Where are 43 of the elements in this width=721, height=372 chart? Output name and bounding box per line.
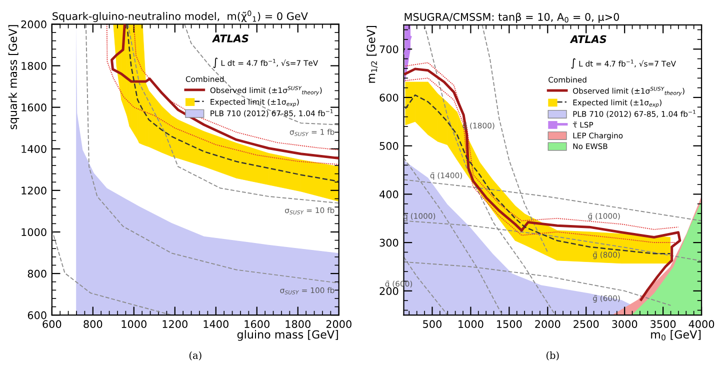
x-tick-label: 2500: [574, 320, 599, 328]
text: (b): [546, 351, 559, 360]
x-tick-label: 1500: [497, 320, 522, 328]
x-tick-label: 2000: [326, 320, 352, 328]
y-tick-label: 1600: [22, 104, 46, 112]
annotation: ATLAS: [570, 35, 606, 44]
y-tick-label: 500: [380, 142, 398, 150]
chart-title: MSUGRA/CMSSM: tanβ = 10, A$_{0}$ = 0, μ>0: [404, 12, 620, 23]
y-axis-title: squark mass [GeV]: [8, 25, 20, 130]
y-tick-label: 400: [380, 190, 398, 198]
line-series: [184, 24, 339, 126]
y-tick-label: 1400: [22, 145, 46, 153]
x-tick-label: 2000: [535, 320, 560, 328]
y-tick-label: 2000: [21, 20, 46, 28]
x-tick-label: 4000: [688, 320, 714, 328]
line-series: [52, 229, 172, 316]
x-tick-label: 3500: [650, 320, 676, 328]
y-axis-title: m$_{1/2}$ [GeV]: [366, 26, 378, 83]
x-axis-title: m$_{0}$ [GeV]: [651, 330, 701, 340]
x-tick-label: 1000: [122, 320, 146, 328]
x-tick-label: 1800: [286, 320, 310, 328]
x-tick-label: 3000: [612, 320, 638, 328]
y-tick-label: 300: [380, 238, 398, 247]
chart-title: Squark-gluino-neutralino model, m(χ̃$^{0}$$_{1}$) = 0 GeV: [52, 10, 308, 22]
y-tick-label: 200: [380, 287, 398, 296]
x-tick-label: 1200: [162, 320, 188, 328]
x-tick-label: 1600: [244, 320, 270, 328]
x-tick-label: 1000: [458, 320, 484, 328]
text: (a): [189, 351, 202, 360]
annotation: ATLAS: [212, 34, 248, 42]
y-tick-label: 600: [28, 311, 46, 320]
y-tick-label: 1000: [22, 228, 46, 236]
x-tick-label: 1400: [204, 320, 228, 328]
y-tick-label: 1800: [22, 62, 46, 70]
x-axis-title: gluino mass [GeV]: [237, 330, 338, 341]
line-series: [133, 24, 339, 150]
y-tick-label: 700: [380, 45, 398, 54]
y-tick-label: 800: [28, 270, 46, 278]
x-tick-label: 800: [84, 320, 102, 328]
x-tick-label: 500: [423, 320, 442, 328]
y-tick-label: 600: [380, 94, 398, 102]
y-tick-label: 1200: [22, 186, 46, 195]
x-tick-label: 600: [42, 320, 62, 328]
